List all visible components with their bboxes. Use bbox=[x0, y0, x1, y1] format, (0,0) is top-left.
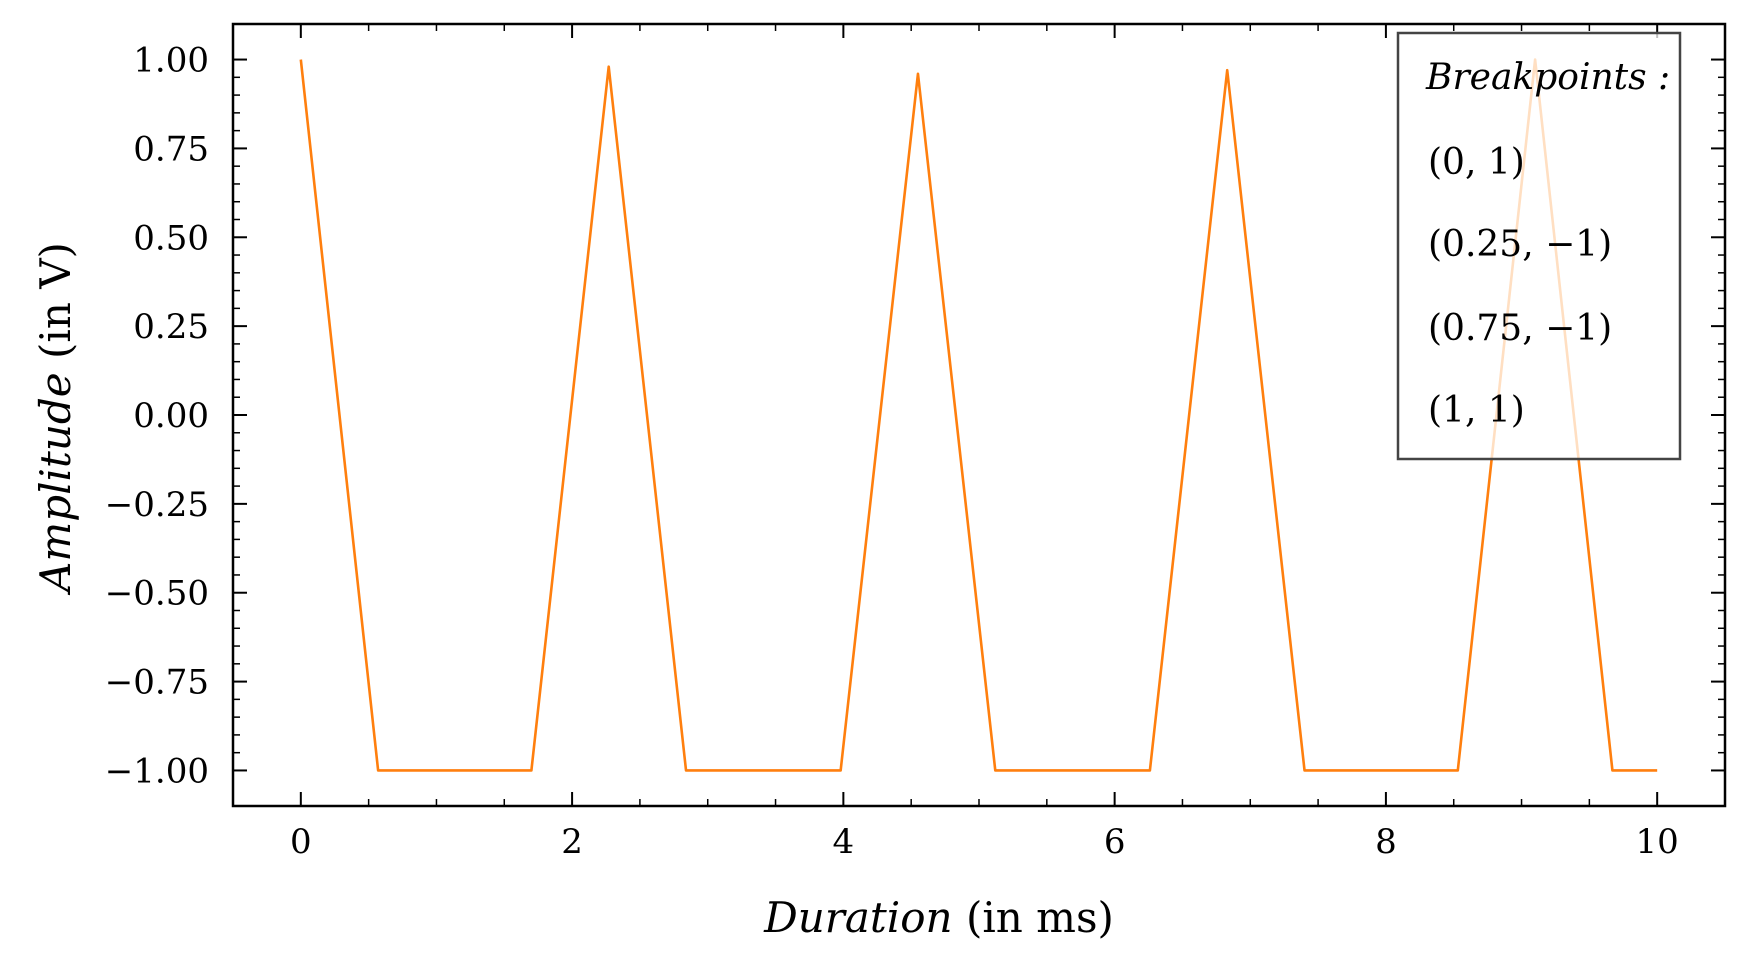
legend-title: Breakpoints : bbox=[1425, 57, 1670, 98]
y-tick-label: −0.50 bbox=[105, 574, 209, 614]
x-tick-label: 4 bbox=[833, 822, 855, 862]
x-tick-label: 6 bbox=[1104, 822, 1126, 862]
y-tick-label: 0.50 bbox=[133, 218, 209, 258]
legend-entry: (0.25, −1) bbox=[1428, 224, 1612, 265]
y-tick-label: −1.00 bbox=[105, 751, 209, 791]
legend-entry: (0.75, −1) bbox=[1428, 308, 1612, 349]
y-tick-label: 0.00 bbox=[133, 396, 209, 436]
x-axis-title: Duration (in ms) bbox=[763, 893, 1114, 942]
x-tick-label: 8 bbox=[1375, 822, 1397, 862]
y-tick-label: 1.00 bbox=[133, 41, 209, 81]
y-axis-title: Amplitude (in V) bbox=[31, 242, 80, 596]
x-tick-label: 2 bbox=[561, 822, 583, 862]
y-tick-label: 0.25 bbox=[133, 307, 209, 347]
y-tick-label: −0.25 bbox=[105, 485, 209, 525]
x-tick-label: 0 bbox=[290, 822, 312, 862]
x-tick-label: 10 bbox=[1636, 822, 1679, 862]
axes-layer: 0 2 4 6 8 10 1.00 0.75 0.50 0.25 0.00 −0.25 −0.50 −0.… bbox=[105, 22, 1727, 862]
legend: Breakpoints : (0, 1) (0.25, −1) (0.75, −… bbox=[1396, 31, 1682, 461]
legend-entry: (1, 1) bbox=[1428, 390, 1525, 431]
legend-entry: (0, 1) bbox=[1428, 142, 1525, 183]
y-tick-label: −0.75 bbox=[105, 663, 209, 703]
legend-box bbox=[1396, 31, 1682, 461]
y-tick-label: 0.75 bbox=[133, 129, 209, 169]
